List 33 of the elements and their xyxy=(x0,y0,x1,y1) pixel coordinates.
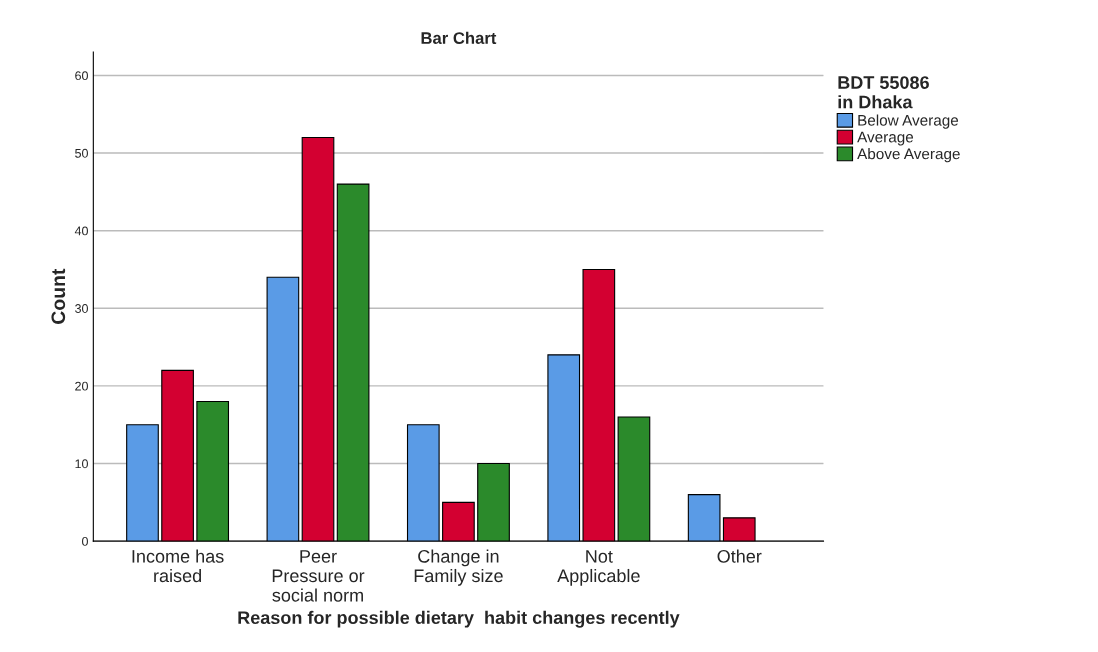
bar xyxy=(336,183,370,542)
bar xyxy=(722,517,756,542)
x-axis-title: Reason for possible dietary habit changes recently xyxy=(238,610,680,628)
y-tick-label: 40 xyxy=(74,226,88,236)
bar xyxy=(406,424,440,542)
x-tick-label: Change in Family size xyxy=(414,549,503,586)
legend-label: Below Average xyxy=(858,114,959,129)
y-tick-label: 60 xyxy=(75,71,88,81)
x-tick-label: Income has raised xyxy=(132,549,224,583)
y-axis-title: Count xyxy=(51,268,66,324)
legend-label: Average xyxy=(857,131,914,146)
bar xyxy=(161,369,194,542)
chart-title: Bar Chart xyxy=(421,31,497,44)
bar xyxy=(196,400,230,542)
bar xyxy=(617,416,651,542)
bar xyxy=(442,501,475,542)
x-tick-label: Not Applicable xyxy=(557,550,640,586)
bar xyxy=(477,462,510,542)
legend-label: Above Average xyxy=(857,148,960,163)
bar xyxy=(582,268,616,542)
y-tick-label: 30 xyxy=(75,304,88,313)
y-tick-label: 0 xyxy=(82,536,88,546)
bar xyxy=(687,494,721,542)
bar xyxy=(301,136,335,542)
x-tick-label: Other xyxy=(717,549,762,563)
y-tick-label: 50 xyxy=(75,148,88,158)
legend-title: BDT 55086 in Dhaka xyxy=(838,76,929,109)
y-tick-label: 20 xyxy=(75,381,88,391)
bar xyxy=(547,354,581,542)
bar xyxy=(266,276,300,542)
bar xyxy=(126,424,159,542)
y-tick-label: 10 xyxy=(75,459,88,469)
x-tick-label: Peer Pressure or social norm xyxy=(272,550,365,602)
